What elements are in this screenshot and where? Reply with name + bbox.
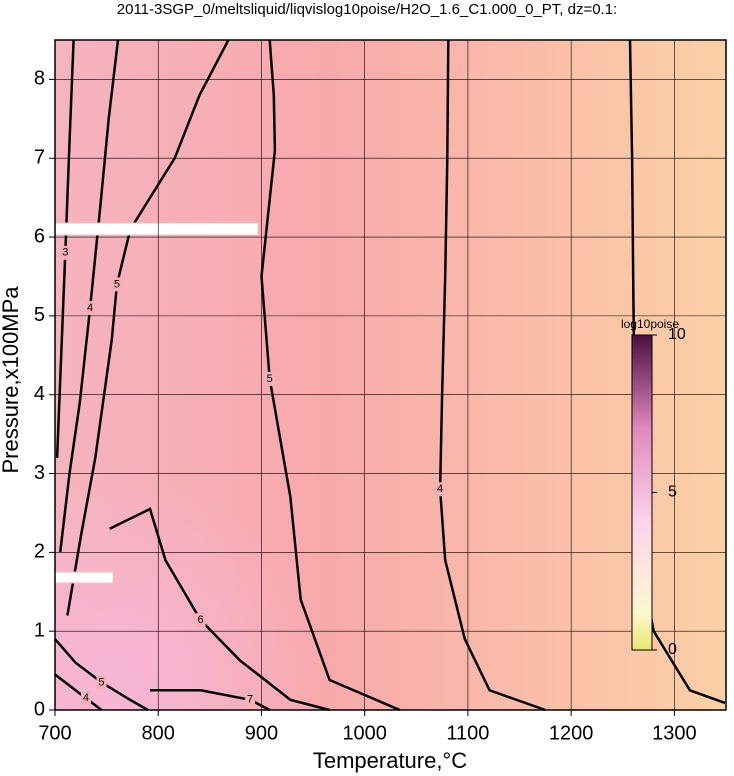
y-tick-label: 8 (34, 68, 45, 90)
colorbar-tick-label: 0 (668, 641, 677, 658)
mask-bar (54, 222, 259, 236)
contour-label-bg (435, 482, 446, 497)
contour-line (54, 673, 103, 711)
contour-label-bg (96, 675, 107, 690)
mask-bar (54, 571, 114, 584)
y-tick-label: 2 (34, 541, 45, 563)
y-tick-label: 6 (34, 225, 45, 247)
y-tick-label: 7 (34, 147, 45, 169)
contour-label: 4 (87, 302, 93, 314)
colorbar-tick-label: 10 (668, 326, 686, 343)
y-tick-label: 3 (34, 462, 45, 484)
x-tick-label: 1200 (549, 722, 594, 744)
contour-label: 4 (83, 692, 89, 704)
contour-label: 5 (98, 676, 104, 688)
chart-title: 2011-3SGP_0/meltsliquid/liqvislog10poise… (117, 1, 617, 18)
contour-label: 3 (62, 247, 68, 259)
contour-label: 5 (267, 373, 273, 385)
colorbar-label: log10poise (621, 317, 679, 331)
x-tick-label: 800 (142, 722, 175, 744)
y-tick-label: 1 (34, 619, 45, 641)
x-tick-label: 900 (245, 722, 278, 744)
contour-label-bg (80, 691, 91, 706)
y-tick-label: 5 (34, 304, 45, 326)
contour-label-bg (85, 301, 96, 315)
y-tick-label: 4 (34, 383, 45, 405)
contour-label-bg (111, 277, 122, 292)
contour-label: 6 (197, 614, 203, 626)
plot-shade (55, 40, 726, 710)
colorbar-tick-label: 5 (668, 484, 677, 501)
plot-frame (54, 39, 727, 711)
y-axis-label: Pressure,x100MPa (0, 286, 23, 474)
x-axis-label: Temperature,°C (313, 748, 467, 773)
contour-line (150, 689, 271, 712)
x-tick-label: 1100 (446, 722, 489, 744)
contour-label: 4 (437, 483, 443, 495)
contour-label: 7 (247, 694, 253, 706)
x-tick-label: 1300 (652, 722, 697, 744)
x-tick-label: 1000 (342, 722, 387, 744)
contour-label: 5 (114, 278, 120, 290)
y-tick-label: 0 (34, 698, 45, 720)
x-tick-label: 700 (38, 722, 71, 744)
contour-label-bg (60, 245, 71, 260)
contour-label-bg (195, 613, 206, 628)
colorbar (631, 334, 653, 651)
contour-label-bg (245, 692, 256, 707)
contour-label-bg (264, 371, 275, 386)
